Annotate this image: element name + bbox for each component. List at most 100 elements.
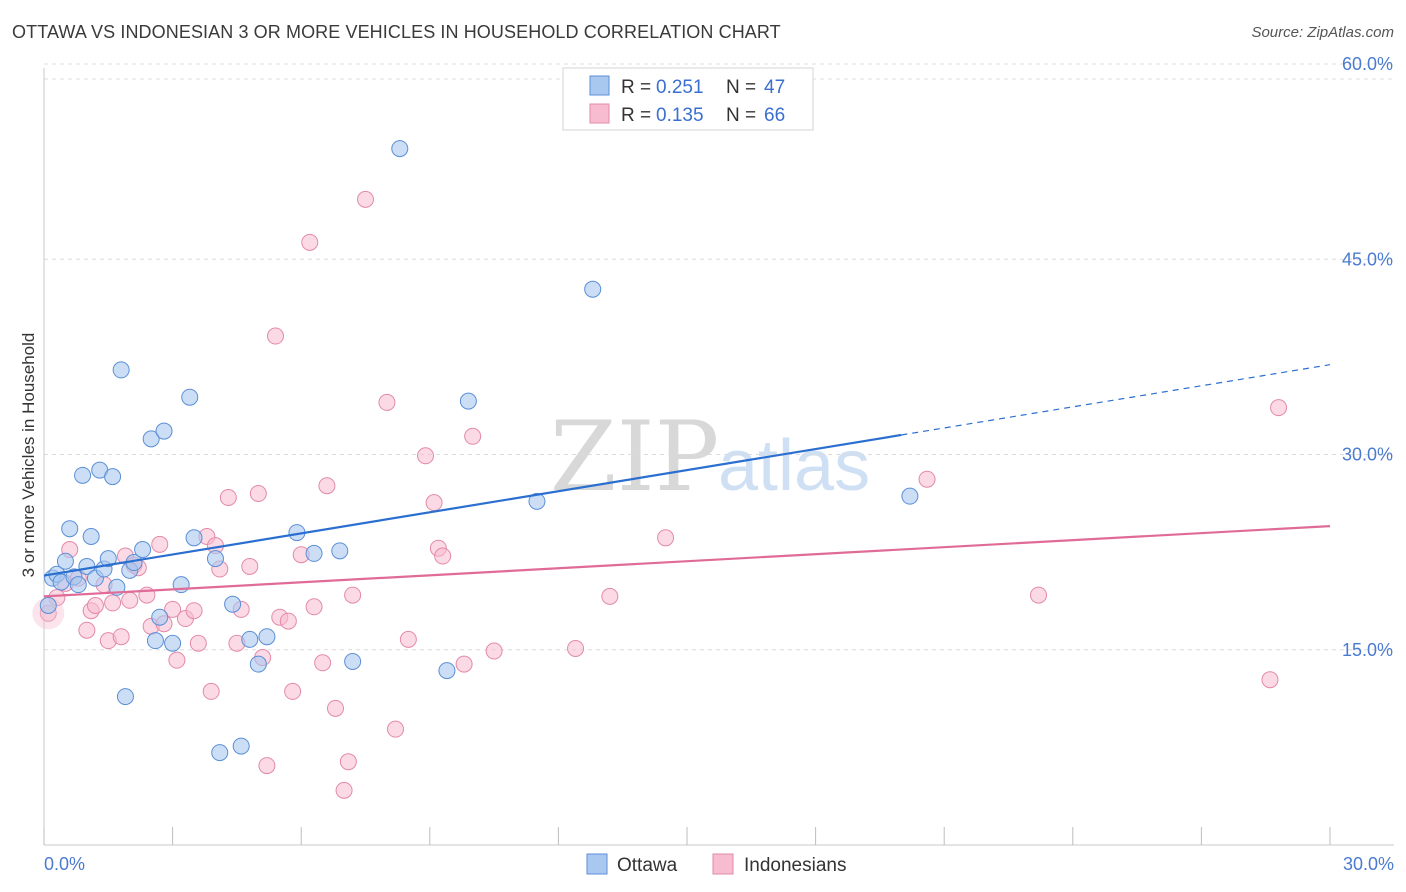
point-indonesians-38 [279, 612, 297, 630]
point-indonesians-50 [378, 393, 396, 411]
point-indonesians-41 [301, 233, 319, 251]
y-tick-label-60: 60.0% [1342, 54, 1393, 74]
point-indonesians-56 [434, 547, 452, 565]
point-ottawa-39 [344, 652, 362, 670]
point-indonesians-64 [1030, 586, 1048, 604]
bottom-legend-indonesians: Indonesians [744, 855, 846, 876]
legend-indonesians-n-value: 66 [764, 105, 785, 126]
watermark-zip: ZIP [550, 401, 719, 513]
point-ottawa-21 [142, 430, 160, 448]
point-ottawa-3 [56, 552, 74, 570]
trend-indonesians [43, 524, 1331, 598]
point-indonesians-57 [455, 655, 473, 673]
point-indonesians-66 [1270, 399, 1288, 417]
point-indonesians-53 [417, 447, 435, 465]
trend-lines [43, 364, 1331, 598]
point-ottawa-38 [331, 542, 349, 560]
point-indonesians-59 [485, 642, 503, 660]
point-ottawa-45 [901, 487, 919, 505]
point-indonesians-62 [657, 529, 675, 547]
point-indonesians-48 [344, 586, 362, 604]
point-indonesians-42 [305, 598, 323, 616]
point-indonesians-35 [258, 757, 276, 775]
point-indonesians-5 [78, 621, 96, 639]
y-axis-label: 3 or more Vehicles in Household [19, 333, 38, 578]
bottom-legend-swatch-indonesians [712, 853, 734, 875]
bottom-legend-swatch-ottawa [586, 853, 608, 875]
legend-indonesians-r-value: 0.135 [656, 105, 704, 126]
point-indonesians-36 [266, 327, 284, 345]
point-ottawa-28 [185, 529, 203, 547]
point-ottawa-44 [584, 280, 602, 298]
x-ticks [43, 827, 1331, 845]
bottom-legend: Ottawa Indonesians [586, 853, 846, 876]
point-indonesians-21 [168, 651, 186, 669]
point-indonesians-54 [425, 494, 443, 512]
point-ottawa-22 [146, 632, 164, 650]
point-ottawa-6 [69, 576, 87, 594]
point-indonesians-51 [387, 720, 405, 738]
point-ottawa-32 [232, 737, 250, 755]
x-tick-label-max: 30.0% [1343, 854, 1394, 874]
x-tick-label-min: 0.0% [44, 854, 85, 874]
point-ottawa-34 [249, 655, 267, 673]
legend-indonesians-n-label: N = [726, 105, 756, 126]
point-ottawa-43 [528, 492, 546, 510]
point-ottawa-30 [211, 744, 229, 762]
point-ottawa-14 [104, 468, 122, 486]
point-indonesians-29 [219, 488, 237, 506]
point-indonesians-44 [318, 477, 336, 495]
chart-title: OTTAWA VS INDONESIAN 3 OR MORE VEHICLES … [12, 22, 781, 42]
source-credit: Source: ZipAtlas.com [1251, 24, 1394, 41]
point-ottawa-29 [206, 550, 224, 568]
point-ottawa-13 [99, 550, 117, 568]
legend-ottawa-n-value: 47 [764, 77, 785, 98]
point-indonesians-20 [164, 600, 182, 618]
point-ottawa-37 [305, 544, 323, 562]
point-ottawa-40 [391, 140, 409, 158]
point-indonesians-26 [202, 682, 220, 700]
point-indonesians-13 [121, 591, 139, 609]
legend-ottawa-r-value: 0.251 [656, 77, 704, 98]
point-indonesians-63 [918, 470, 936, 488]
point-ottawa-9 [82, 528, 100, 546]
point-ottawa-7 [74, 466, 92, 484]
point-ottawa-46 [39, 596, 57, 614]
point-ottawa-23 [151, 608, 169, 626]
point-indonesians-24 [189, 634, 207, 652]
trend-ottawa-extension [901, 364, 1331, 436]
point-indonesians-60 [567, 639, 585, 657]
point-indonesians-61 [601, 587, 619, 605]
point-ottawa-4 [61, 520, 79, 538]
point-indonesians-46 [335, 781, 353, 799]
point-indonesians-52 [399, 630, 417, 648]
legend-ottawa-n-label: N = [726, 77, 756, 98]
point-indonesians-47 [339, 753, 357, 771]
point-indonesians-49 [357, 190, 374, 208]
point-indonesians-33 [249, 485, 267, 503]
point-indonesians-10 [104, 594, 122, 612]
legend-swatch-ottawa [589, 75, 610, 96]
legend-swatch-indonesians [589, 103, 610, 124]
point-ottawa-33 [241, 630, 259, 648]
point-indonesians-43 [314, 654, 332, 672]
point-ottawa-25 [164, 634, 182, 652]
point-ottawa-35 [258, 628, 276, 646]
point-ottawa-16 [112, 361, 130, 379]
legend: R = 0.251 N = 47 R = 0.135 N = 66 [562, 67, 814, 131]
point-indonesians-11 [112, 628, 130, 646]
point-indonesians-39 [284, 682, 302, 700]
point-ottawa-41 [438, 662, 456, 680]
y-tick-label-15: 15.0% [1342, 640, 1393, 660]
legend-ottawa-r-label: R = [621, 77, 651, 98]
y-tick-labels: 15.0% 30.0% 45.0% 60.0% [1342, 54, 1393, 660]
point-ottawa-24 [155, 422, 173, 440]
point-ottawa-20 [134, 541, 152, 559]
point-ottawa-31 [224, 595, 242, 613]
point-ottawa-42 [459, 392, 477, 410]
point-indonesians-45 [326, 699, 344, 717]
point-indonesians-65 [1261, 671, 1279, 689]
point-indonesians-18 [151, 535, 169, 553]
point-indonesians-7 [86, 596, 104, 614]
